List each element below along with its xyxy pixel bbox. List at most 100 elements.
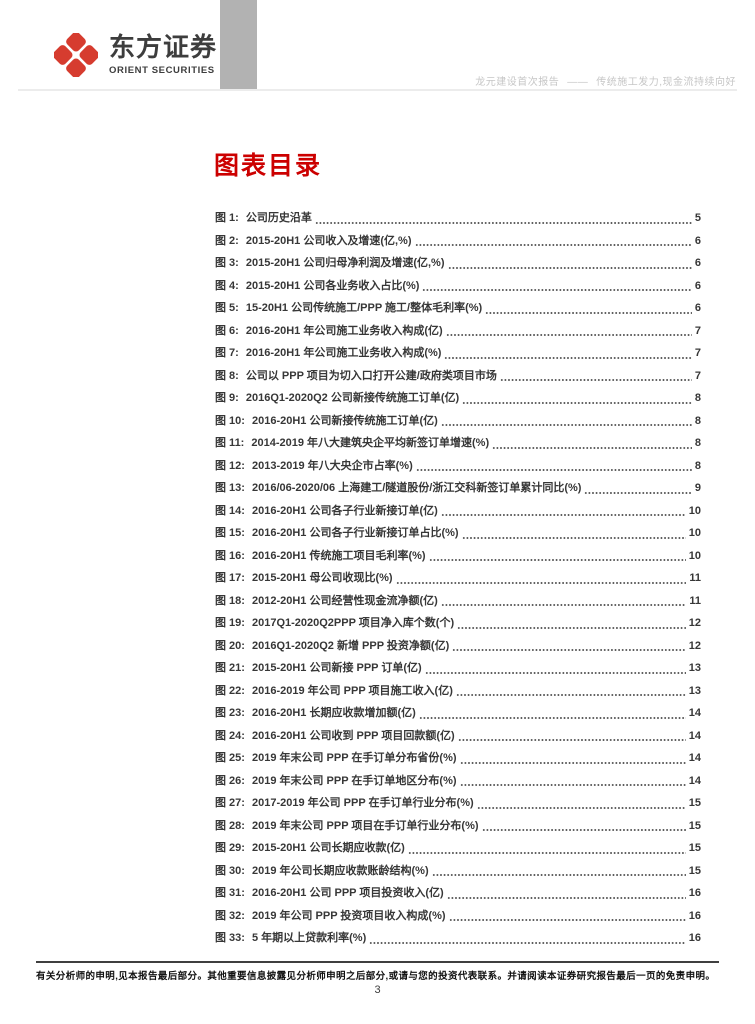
toc-entry-page: 6 — [694, 234, 701, 247]
page-number: 3 — [374, 984, 381, 996]
toc-entry-label: 图 25: — [215, 752, 245, 764]
toc-entry-page: 8 — [694, 414, 701, 427]
toc-entry-label: 图 1: — [215, 212, 239, 224]
toc-entry-title: 2016Q1-2020Q2 新增 PPP 投资净额(亿) — [251, 639, 450, 652]
toc-entry-title: 2016/06-2020/06 上海建工/隧道股份/浙江交科新签订单累计同比(%… — [251, 482, 582, 494]
toc-entry-title: 2015-20H1 公司收入及增速(亿,%) — [245, 234, 412, 247]
toc-entry: 图 18: 2012-20H1 公司经营性现金流净额(亿) 11 — [215, 589, 701, 612]
toc-entry: 图 2: 2015-20H1 公司收入及增速(亿,%) 6 — [215, 229, 701, 252]
toc-entry-title: 5 年期以上贷款利率(%) — [251, 932, 367, 944]
dot-leader — [424, 657, 686, 680]
toc-entry-label: 图 11: — [215, 437, 245, 449]
toc-entry-title: 2016-20H1 公司各子行业新接订单占比(%) — [251, 527, 459, 539]
toc-entry-title: 2014-2019 年八大建筑央企平均新签订单增速(%) — [251, 437, 490, 449]
toc-entry-label: 图 19: — [215, 617, 245, 629]
toc-entry-title: 2019 年末公司 PPP 项目在手订单行业分布(%) — [251, 819, 479, 832]
toc-entry-title: 2013-2019 年八大央企市占率(%) — [251, 459, 413, 472]
toc-entry-title: 公司历史沿革 — [245, 212, 312, 224]
dot-leader — [455, 679, 686, 702]
dot-leader — [457, 724, 686, 747]
toc-entry-title: 2016Q1-2020Q2 公司新接传统施工订单(亿) — [245, 392, 460, 404]
toc-entry-page: 15 — [688, 797, 701, 809]
toc-entry-page: 7 — [694, 324, 701, 337]
toc-entry: 图 19: 2017Q1-2020Q2PPP 项目净入库个数(个) 12 — [215, 612, 701, 635]
toc-entry-page: 15 — [688, 864, 701, 877]
dot-leader — [314, 207, 692, 230]
toc-entry-page: 16 — [688, 909, 701, 922]
header-divider-bar — [220, 0, 257, 90]
toc-entry: 图 20: 2016Q1-2020Q2 新增 PPP 投资净额(亿) 12 — [215, 634, 701, 657]
toc-entry-page: 8 — [694, 392, 701, 404]
toc-entry-page: 16 — [688, 887, 701, 899]
toc-entry-label: 图 24: — [215, 729, 245, 742]
toc-entry: 图 30: 2019 年公司长期应收款账龄结构(%) 15 — [215, 859, 701, 882]
toc-entry-title: 2019 年末公司 PPP 在手订单分布省份(%) — [251, 752, 457, 764]
toc-entry: 图 13: 2016/06-2020/06 上海建工/隧道股份/浙江交科新签订单… — [215, 477, 701, 500]
toc-entry-label: 图 28: — [215, 819, 245, 832]
toc-entry: 图 4: 2015-20H1 公司各业务收入占比(%) 6 — [215, 274, 701, 297]
toc-entry-title: 15-20H1 公司传统施工/PPP 施工/整体毛利率(%) — [245, 302, 483, 314]
logo-name-en: ORIENT SECURITIES — [109, 64, 215, 76]
toc-entry: 图 3: 2015-20H1 公司归母净利润及增速(亿,%) 6 — [215, 252, 701, 275]
logo-diamond-icon — [54, 33, 98, 77]
toc-entry: 图 14: 2016-20H1 公司各子行业新接订单(亿) 10 — [215, 499, 701, 522]
toc-entry-label: 图 27: — [215, 797, 245, 809]
dot-leader — [418, 702, 686, 725]
toc-entry-title: 2015-20H1 公司归母净利润及增速(亿,%) — [245, 257, 445, 269]
toc-entry-page: 6 — [694, 302, 701, 314]
toc-entry: 图 23: 2016-20H1 长期应收款增加额(亿) 14 — [215, 702, 701, 725]
toc-entry-label: 图 10: — [215, 414, 245, 427]
dot-leader — [452, 634, 686, 657]
toc-entry-page: 14 — [688, 774, 701, 787]
toc-entry-label: 图 22: — [215, 684, 245, 697]
toc-entry-label: 图 8: — [215, 369, 239, 382]
toc-entry-title: 2015-20H1 母公司收现比(%) — [251, 572, 393, 584]
toc-entry: 图 17: 2015-20H1 母公司收现比(%) 11 — [215, 567, 701, 590]
toc-entry-page: 12 — [688, 617, 701, 629]
toc-entry-page: 6 — [694, 279, 701, 292]
toc-entry-page: 15 — [688, 819, 701, 832]
toc-entry-title: 2012-20H1 公司经营性现金流净额(亿) — [251, 594, 438, 607]
dot-leader — [459, 769, 686, 792]
toc-entry-label: 图 15: — [215, 527, 245, 539]
toc-entry-page: 14 — [688, 707, 701, 719]
toc-entry: 图 6: 2016-20H1 年公司施工业务收入构成(亿) 7 — [215, 319, 701, 342]
toc-entry-title: 2016-20H1 公司新接传统施工订单(亿) — [251, 414, 438, 427]
toc-entry-page: 13 — [688, 662, 701, 674]
toc-entry: 图 16: 2016-20H1 传统施工项目毛利率(%) 10 — [215, 544, 701, 567]
dot-leader — [447, 252, 692, 275]
toc-entry-title: 2019 年公司 PPP 投资项目收入构成(%) — [251, 909, 446, 922]
toc-entry-label: 图 3: — [215, 257, 239, 269]
toc-entry-page: 6 — [694, 257, 701, 269]
footer-disclaimer: 有关分析师的申明,见本报告最后部分。其他重要信息披露见分析师申明之后部分,或请与… — [36, 971, 716, 982]
toc-entry-label: 图 2: — [215, 234, 239, 247]
toc-entry-page: 10 — [688, 504, 701, 517]
toc-entry-label: 图 23: — [215, 707, 245, 719]
toc-entry-page: 9 — [694, 482, 701, 494]
toc-entry-page: 13 — [688, 684, 701, 697]
toc-entry-page: 8 — [694, 437, 701, 449]
dot-leader — [492, 432, 692, 455]
dot-leader — [485, 297, 692, 320]
logo-text: 东方证券 ORIENT SECURITIES — [109, 32, 218, 76]
toc-entry-title: 2016-20H1 公司收到 PPP 项目回款额(亿) — [251, 729, 455, 742]
toc-entry: 图 29: 2015-20H1 公司长期应收款(亿) 15 — [215, 837, 701, 860]
report-subtitle: 传统施工发力,现金流持续向好 — [596, 77, 736, 88]
toc-entry-label: 图 7: — [215, 347, 239, 359]
toc-entry-title: 2015-20H1 公司各业务收入占比(%) — [245, 279, 420, 292]
dot-leader — [395, 567, 687, 590]
toc-entry-label: 图 20: — [215, 639, 245, 652]
toc-entry: 图 15: 2016-20H1 公司各子行业新接订单占比(%) 10 — [215, 522, 701, 545]
toc-entry-label: 图 13: — [215, 482, 245, 494]
toc-entry: 图 8: 公司以 PPP 项目为切入口打开公建/政府类项目市场 7 — [215, 364, 701, 387]
toc-entry-title: 2019 年公司长期应收款账龄结构(%) — [251, 864, 429, 877]
dot-leader — [446, 882, 686, 905]
toc-entry-label: 图 5: — [215, 302, 239, 314]
toc-entry-page: 15 — [688, 842, 701, 854]
toc-entry-label: 图 9: — [215, 392, 239, 404]
toc-entry-title: 2016-20H1 年公司施工业务收入构成(亿) — [245, 324, 443, 337]
toc-entry-label: 图 33: — [215, 932, 245, 944]
logo-name-cn: 东方证券 — [109, 32, 218, 63]
dot-leader — [476, 792, 686, 815]
